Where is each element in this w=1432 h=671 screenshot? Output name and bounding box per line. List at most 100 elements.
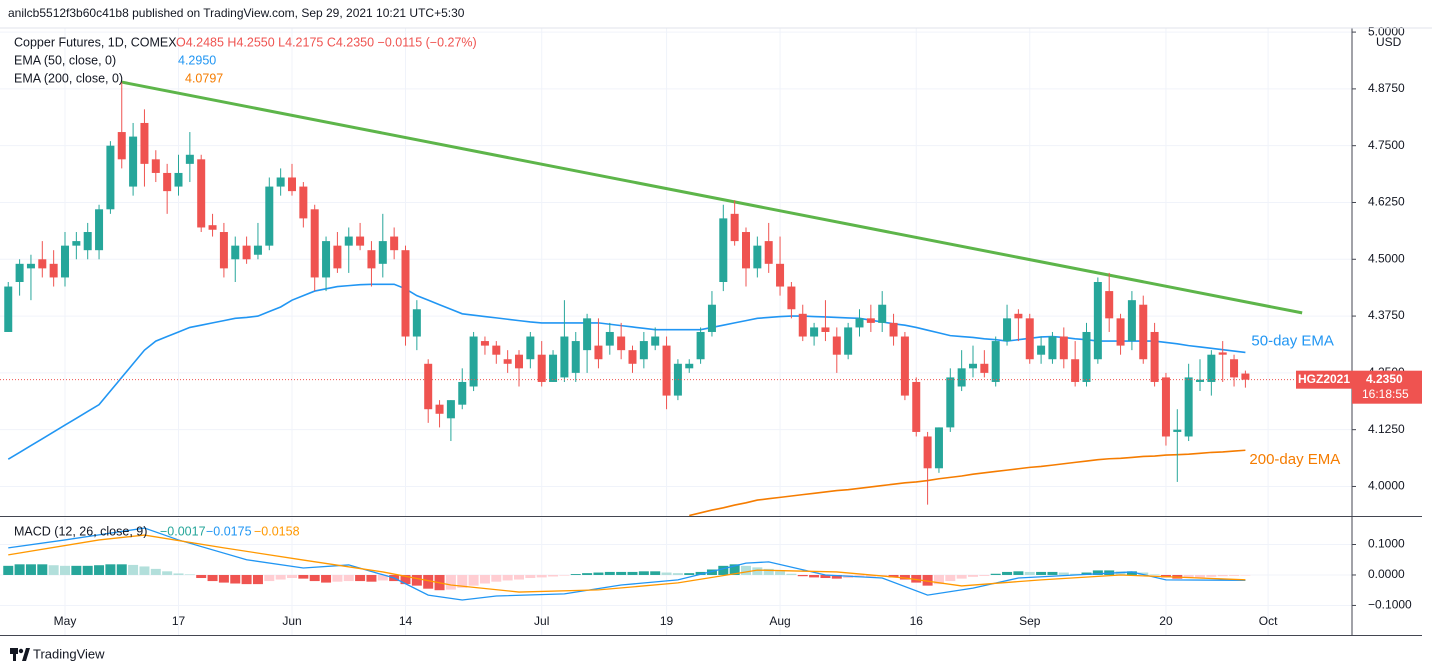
candle-body xyxy=(140,122,149,164)
candle-body xyxy=(549,354,558,382)
ema-line xyxy=(689,449,1246,516)
currency-label: USD xyxy=(1376,35,1402,49)
macd-histogram-bar xyxy=(241,574,252,585)
macd-histogram-bar xyxy=(3,565,14,575)
candle-body xyxy=(889,322,898,337)
candle-body xyxy=(742,232,750,269)
time-label: 16 xyxy=(910,614,924,628)
candle-body xyxy=(299,186,308,219)
macd-histogram-bar xyxy=(1024,571,1035,575)
candle-body xyxy=(242,245,251,260)
logo-part xyxy=(22,648,30,661)
candle-body xyxy=(798,313,807,337)
macd-histogram-bar xyxy=(105,564,116,575)
candle-body xyxy=(219,232,228,269)
candle-body xyxy=(72,241,81,246)
candle-body xyxy=(208,225,217,230)
candle-body xyxy=(83,232,92,251)
candle-body xyxy=(503,359,512,364)
candle-body xyxy=(980,363,989,373)
macd-histogram-bar xyxy=(207,574,218,582)
candle-body xyxy=(435,404,444,414)
macd-histogram-bar xyxy=(366,574,377,582)
macd-histogram-bar xyxy=(1206,574,1217,577)
candle-body xyxy=(639,341,648,360)
time-label: 17 xyxy=(172,614,186,628)
macd-histogram-bar xyxy=(1240,574,1251,576)
logo-part xyxy=(13,648,16,661)
macd-histogram-bar xyxy=(661,572,672,575)
symbol-badge xyxy=(1296,370,1352,389)
candle-body xyxy=(560,336,569,378)
macd-histogram-bar xyxy=(218,574,229,583)
candle-body xyxy=(163,172,172,192)
macd-histogram-bar xyxy=(321,574,332,583)
macd-histogram-bar xyxy=(911,574,922,583)
candle-body xyxy=(492,345,501,355)
y-tick-label: 4.1250 xyxy=(1368,422,1405,436)
time-label: Jul xyxy=(534,614,549,628)
candle-body xyxy=(571,341,580,373)
time-label: 14 xyxy=(399,614,413,628)
candle-body xyxy=(446,400,455,419)
candle-body xyxy=(401,250,410,337)
candle-body xyxy=(1230,359,1239,378)
macd-histogram-bar xyxy=(502,574,513,581)
macd-histogram-bar xyxy=(559,574,570,576)
candle-body xyxy=(673,363,682,396)
macd-histogram-bar xyxy=(593,572,604,575)
time-label: Jun xyxy=(282,614,301,628)
macd-histogram-bar xyxy=(706,569,717,575)
macd-histogram-bar xyxy=(1138,572,1149,575)
macd-histogram-bar xyxy=(196,574,207,579)
candle-body xyxy=(1150,331,1159,382)
price-pane xyxy=(0,80,1352,516)
candle-body xyxy=(333,245,342,269)
candle-body xyxy=(26,263,35,269)
ema50-annotation: 50-day EMA xyxy=(1251,332,1334,349)
candle-body xyxy=(1196,379,1204,382)
macd-histogram-bar xyxy=(1013,571,1024,575)
symbol-label: HGZ2021 xyxy=(1298,372,1350,386)
y-tick-label: 4.7500 xyxy=(1368,138,1405,152)
macd-histogram-bar xyxy=(275,574,286,580)
candle-body xyxy=(617,336,626,351)
candle-body xyxy=(628,350,637,364)
macd-histogram-bar xyxy=(548,574,559,577)
macd-legend: MACD (12, 26, close, 9) xyxy=(14,524,147,538)
candle-body xyxy=(378,241,387,264)
macd-histogram-bar xyxy=(627,571,638,575)
price-badge-label: 4.2350 xyxy=(1366,372,1403,386)
macd-histogram-bar xyxy=(94,565,105,575)
candle-body xyxy=(1003,318,1012,342)
macd-histogram-bar xyxy=(252,574,263,585)
candle-body xyxy=(969,363,977,369)
candle-body xyxy=(991,341,1000,382)
macd-histogram-bar xyxy=(48,565,59,575)
macd-signal-value: −0.0158 xyxy=(254,524,300,538)
candle-body xyxy=(458,381,467,405)
candle-body xyxy=(946,377,955,428)
candle-body xyxy=(1139,304,1148,360)
candle-body xyxy=(1025,318,1034,360)
time-label: 19 xyxy=(660,614,674,628)
macd-histogram-bar xyxy=(355,574,366,582)
ema200-legend: EMA (200, close, 0) xyxy=(14,71,123,85)
macd-histogram-bar xyxy=(479,574,490,584)
macd-histogram-bar xyxy=(968,574,978,577)
ema50-value: 4.2950 xyxy=(178,53,216,67)
candle-body xyxy=(1082,331,1091,382)
candle-body xyxy=(344,236,353,246)
candle-body xyxy=(151,159,160,173)
macd-histogram-bar xyxy=(60,565,70,575)
macd-histogram-bar xyxy=(604,571,615,575)
logo-part xyxy=(18,648,24,654)
candle-body xyxy=(810,327,819,337)
candle-body xyxy=(4,286,13,332)
macd-histogram-bar xyxy=(150,568,161,575)
macd-histogram-bar xyxy=(1229,574,1240,576)
candle-body xyxy=(1071,359,1080,382)
candle-body xyxy=(900,336,909,396)
